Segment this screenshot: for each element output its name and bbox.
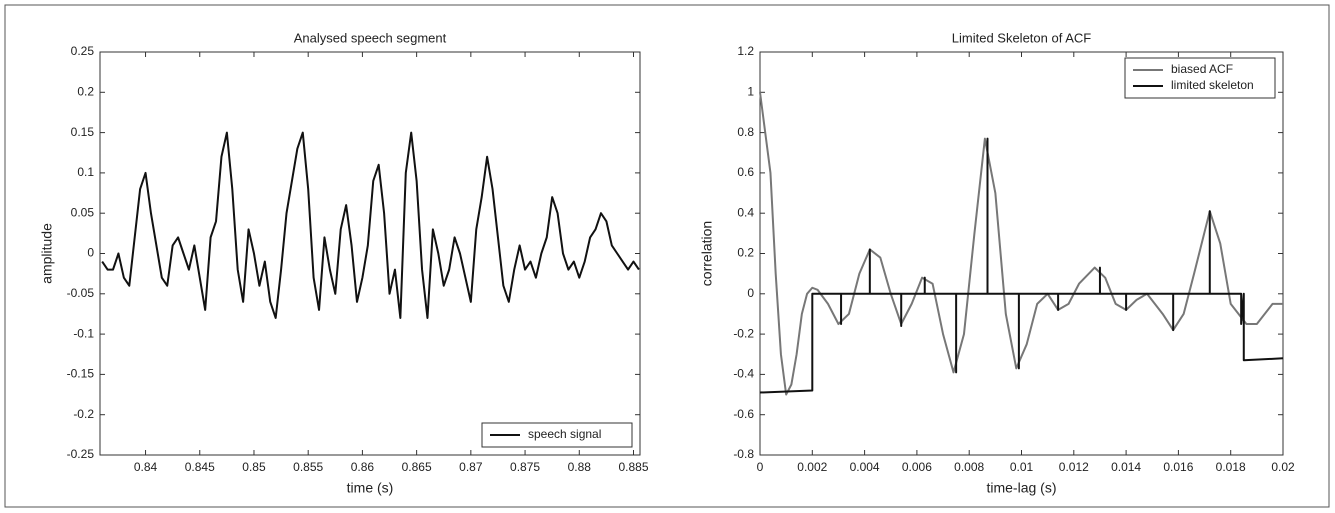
plot-area [759, 51, 1284, 456]
data-line [759, 92, 1283, 396]
x-tick-label: 0.88 [568, 460, 592, 474]
x-tick-label: 0.885 [618, 460, 648, 474]
y-tick-label: 0.25 [71, 44, 95, 58]
x-tick-label: 0.85 [242, 460, 266, 474]
figure-frame [4, 4, 1330, 508]
x-tick-label: 0.855 [293, 460, 323, 474]
x-tick-label: 0.014 [1111, 460, 1141, 474]
legend-label: biased ACF [1171, 62, 1233, 76]
y-tick-label: 0 [87, 246, 94, 260]
y-axis-label: amplitude [39, 223, 55, 284]
x-tick-label: 0.865 [402, 460, 432, 474]
x-tick-label: 0.016 [1163, 460, 1193, 474]
chart-title: Limited Skeleton of ACF [952, 30, 1092, 45]
x-tick-label: 0.002 [797, 460, 827, 474]
x-tick-label: 0.86 [351, 460, 375, 474]
y-tick-label: 0.6 [737, 165, 754, 179]
y-tick-label: 0.8 [737, 125, 754, 139]
x-axis-label: time (s) [347, 480, 394, 496]
y-tick-label: -0.2 [733, 326, 754, 340]
x-tick-label: 0.84 [134, 460, 158, 474]
y-tick-label: -0.6 [733, 407, 754, 421]
y-tick-label: 1 [747, 84, 754, 98]
x-tick-label: 0.008 [954, 460, 984, 474]
x-tick-label: 0.004 [850, 460, 880, 474]
y-tick-label: -0.2 [73, 407, 94, 421]
x-tick-label: 0.845 [185, 460, 215, 474]
x-tick-label: 0.012 [1059, 460, 1089, 474]
chart-title: Analysed speech segment [294, 30, 447, 45]
y-axis-label: correlation [699, 221, 715, 286]
x-tick-label: 0.02 [1271, 460, 1295, 474]
x-axis-label: time-lag (s) [986, 480, 1056, 496]
x-tick-label: 0.01 [1010, 460, 1034, 474]
x-tick-label: 0.875 [510, 460, 540, 474]
data-line [759, 137, 1284, 394]
y-tick-label: 0.15 [71, 125, 95, 139]
y-tick-label: -0.15 [67, 367, 95, 381]
y-tick-label: 0.2 [737, 246, 754, 260]
legend-label: limited skeleton [1171, 78, 1254, 92]
y-tick-label: -0.25 [67, 447, 95, 461]
y-tick-label: -0.8 [733, 447, 754, 461]
y-tick-label: 0 [747, 286, 754, 300]
plot-area [99, 51, 641, 456]
x-tick-label: 0 [757, 460, 764, 474]
data-line [101, 131, 640, 319]
x-tick-label: 0.006 [902, 460, 932, 474]
y-tick-label: -0.4 [733, 367, 754, 381]
y-tick-label: -0.1 [73, 326, 94, 340]
y-tick-label: 0.2 [77, 84, 94, 98]
y-tick-label: 1.2 [737, 44, 754, 58]
legend-box [1124, 57, 1276, 99]
y-tick-label: 0.4 [737, 205, 754, 219]
y-tick-label: 0.1 [77, 165, 94, 179]
y-tick-label: 0.05 [71, 205, 95, 219]
x-tick-label: 0.018 [1216, 460, 1246, 474]
y-tick-label: -0.05 [67, 286, 95, 300]
x-tick-label: 0.87 [459, 460, 483, 474]
legend-label: speech signal [528, 427, 601, 441]
